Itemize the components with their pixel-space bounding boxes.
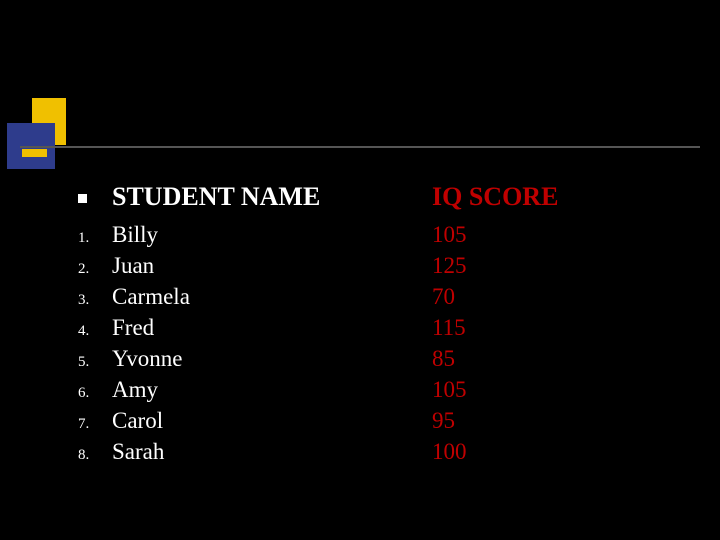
student-name: Amy [112,377,432,403]
table-row: 4.Fred115 [78,315,678,346]
table-row: 1.Billy105 [78,222,678,253]
iq-score: 115 [432,315,466,341]
row-number: 1. [78,230,112,247]
iq-score: 125 [432,253,467,279]
student-name: Carol [112,408,432,434]
row-number: 6. [78,385,112,402]
table-row: 2.Juan125 [78,253,678,284]
iq-score: 70 [432,284,455,310]
table-row: 6.Amy105 [78,377,678,408]
table-row: 5.Yvonne85 [78,346,678,377]
student-name: Billy [112,222,432,248]
title-line-1: Calculate the Measures of [0,42,720,83]
accent-block-yellow-2 [22,149,47,157]
iq-score: 100 [432,439,467,465]
student-name: Juan [112,253,432,279]
iq-score: 105 [432,222,467,248]
column-header-name: STUDENT NAME [112,182,432,212]
student-name: Sarah [112,439,432,465]
title-line-2: Central Tendency [0,83,720,124]
row-number: 5. [78,354,112,371]
student-table: STUDENT NAMEIQ SCORE1.Billy1052.Juan1253… [78,182,678,470]
row-number: 7. [78,416,112,433]
table-row: 7.Carol95 [78,408,678,439]
slide-title: Calculate the Measures of Central Tenden… [0,42,720,123]
table-header-row: STUDENT NAMEIQ SCORE [78,182,678,222]
row-number: 2. [78,261,112,278]
iq-score: 85 [432,346,455,372]
table-row: 8.Sarah100 [78,439,678,470]
student-name: Yvonne [112,346,432,372]
row-number: 8. [78,447,112,464]
iq-score: 95 [432,408,455,434]
table-row: 3.Carmela70 [78,284,678,315]
row-number: 4. [78,323,112,340]
student-name: Carmela [112,284,432,310]
row-number: 3. [78,292,112,309]
column-header-score: IQ SCORE [432,182,558,212]
title-divider [20,146,700,148]
bullet-icon [78,182,112,212]
student-name: Fred [112,315,432,341]
iq-score: 105 [432,377,467,403]
